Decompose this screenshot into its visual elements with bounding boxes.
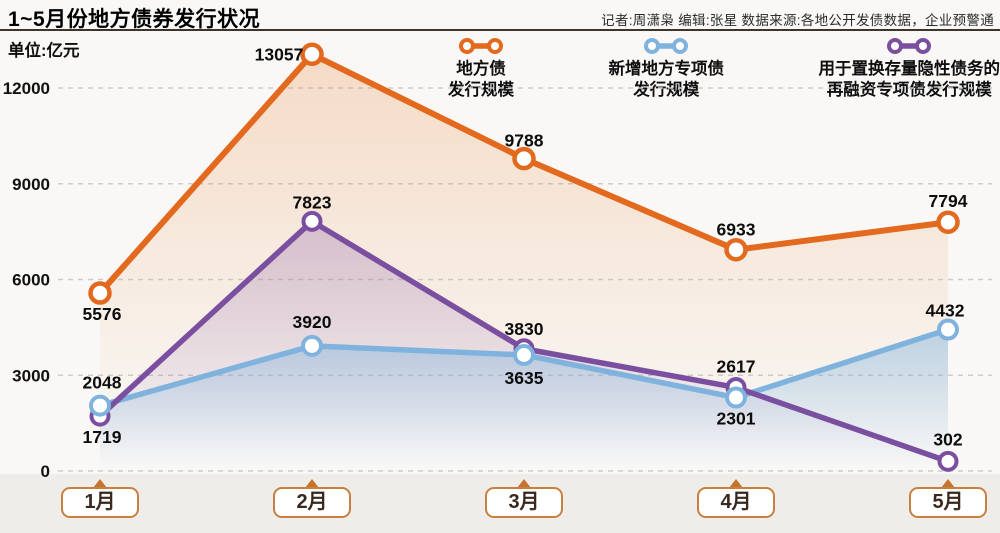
- legend-label: 用于置换存量隐性债务的: [818, 60, 1000, 78]
- data-point-marker-icon: [301, 210, 323, 232]
- data-point-label: 2617: [717, 356, 756, 376]
- y-tick-label: 0: [41, 462, 50, 481]
- legend-label: 发行规模: [633, 81, 700, 99]
- legend-label: 地方债: [456, 60, 506, 78]
- page-title: 1~5月份地方债券发行状况: [8, 8, 261, 31]
- data-point-marker-icon: [301, 334, 323, 357]
- legend-line-marker-icon: [887, 38, 932, 54]
- data-point-label: 7823: [293, 192, 332, 212]
- y-tick-label: 3000: [12, 366, 50, 385]
- data-point-label: 13057: [255, 44, 304, 64]
- y-tick-label: 6000: [12, 271, 50, 290]
- unit-label: 单位:亿元: [8, 42, 80, 60]
- data-point-marker-icon: [89, 394, 111, 417]
- x-axis-month-label: 5月: [909, 487, 987, 518]
- data-point-marker-icon: [88, 281, 112, 305]
- month-marker-triangle-icon: [729, 479, 743, 488]
- month-marker-triangle-icon: [93, 479, 107, 488]
- x-axis-month-label: 4月: [697, 487, 775, 518]
- data-point-marker-icon: [725, 386, 747, 409]
- legend-label: 发行规模: [448, 81, 514, 99]
- data-point-marker-icon: [300, 42, 324, 67]
- legend-line-marker-icon: [459, 38, 503, 54]
- data-point-label: 3920: [293, 312, 332, 332]
- data-point-label: 3635: [505, 368, 544, 388]
- month-marker-triangle-icon: [517, 479, 531, 488]
- data-point-marker-icon: [936, 210, 960, 234]
- legend-line-marker-icon: [644, 38, 689, 54]
- legend-label: 再融资专项债发行规模: [826, 81, 992, 99]
- data-point-label: 1719: [83, 427, 122, 447]
- data-point-marker-icon: [937, 450, 959, 472]
- month-marker-triangle-icon: [941, 479, 955, 488]
- y-tick-label: 9000: [12, 175, 50, 194]
- y-tick-label: 12000: [3, 79, 50, 98]
- data-point-label: 7794: [929, 191, 968, 211]
- data-point-label: 6933: [717, 220, 756, 240]
- x-axis-month-label: 3月: [485, 487, 563, 518]
- data-point-label: 2048: [83, 373, 122, 393]
- legend-item: 地方债 发行规模: [448, 36, 514, 101]
- data-point-label: 5576: [83, 304, 122, 324]
- title-divider: [0, 29, 1000, 31]
- data-point-label: 9788: [505, 131, 544, 151]
- legend-item: 用于置换存量隐性债务的 再融资专项债发行规模: [819, 36, 1000, 101]
- data-point-label: 2301: [717, 409, 756, 429]
- byline: 记者:周潇枭 编辑:张星 数据来源:各地公开发债数据，企业预警通: [601, 13, 994, 28]
- data-point-label: 302: [933, 429, 962, 449]
- data-point-marker-icon: [513, 343, 535, 366]
- data-point-marker-icon: [724, 237, 748, 262]
- data-point-label: 4432: [926, 301, 965, 321]
- legend-label: 新增地方专项债: [608, 60, 725, 78]
- data-point-label: 3830: [505, 319, 544, 339]
- x-axis-month-label: 2月: [273, 487, 351, 518]
- series-area: [100, 329, 948, 471]
- legend: 地方债 发行规模 新增地方专项债 发行规模 用于置换存量隐性债务的 再融资专项债发行规模: [448, 36, 1000, 101]
- data-point-marker-icon: [937, 318, 959, 341]
- month-marker-triangle-icon: [305, 479, 319, 488]
- x-axis-month-label: 1月: [61, 487, 139, 518]
- data-point-marker-icon: [512, 146, 536, 171]
- legend-item: 新增地方专项债 发行规模: [608, 36, 725, 101]
